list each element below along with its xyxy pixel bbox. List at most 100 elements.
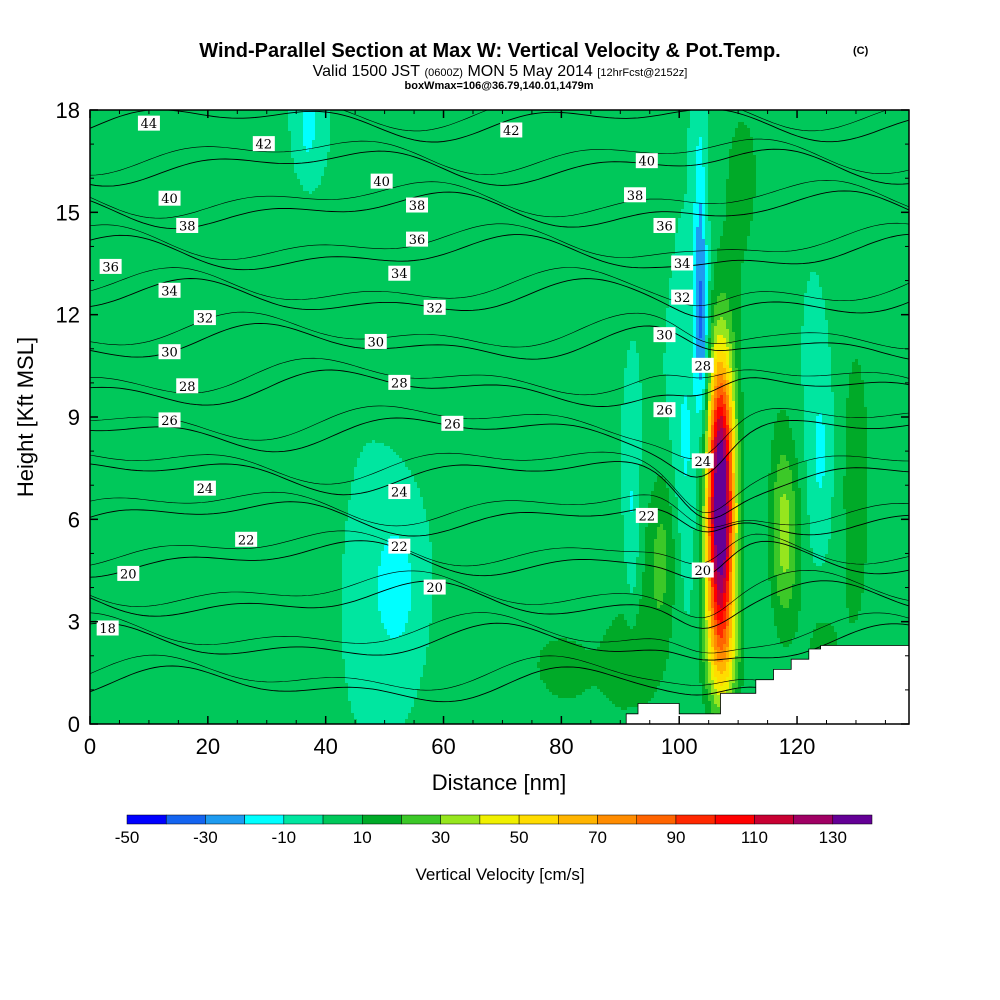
w-field-cell	[696, 230, 703, 234]
w-field-cell	[342, 641, 430, 645]
w-field-cell	[708, 521, 712, 525]
contour-label: 42	[256, 138, 273, 153]
w-field-cell	[657, 530, 667, 534]
w-field-cell	[684, 194, 697, 198]
w-field-cell	[861, 605, 909, 609]
w-field-cell	[342, 578, 379, 582]
w-field-cell	[717, 458, 727, 462]
w-field-cell	[738, 473, 742, 477]
w-field-cell	[789, 503, 796, 507]
w-field-cell	[90, 485, 352, 489]
w-field-cell	[801, 554, 814, 558]
w-field-cell	[711, 626, 715, 630]
w-field-cell	[708, 350, 712, 354]
w-field-cell	[723, 440, 727, 444]
w-field-cell	[708, 410, 712, 414]
w-field-cell	[729, 620, 733, 624]
w-field-cell	[90, 662, 346, 666]
w-field-cell	[717, 362, 724, 366]
w-field-cell	[861, 608, 909, 612]
w-field-cell	[693, 296, 697, 300]
w-field-cell	[705, 665, 709, 669]
w-field-cell	[699, 446, 703, 450]
w-field-cell	[744, 593, 772, 597]
theta-contour-32	[90, 369, 909, 407]
w-field-cell	[666, 398, 685, 402]
w-field-cell	[846, 461, 868, 465]
w-field-cell	[348, 515, 427, 519]
w-field-cell	[660, 605, 673, 609]
w-field-cell	[90, 626, 343, 630]
w-field-cell	[432, 590, 631, 594]
w-field-cell	[771, 461, 781, 465]
w-field-cell	[426, 518, 625, 522]
w-field-cell	[732, 323, 742, 327]
w-field-cell	[714, 275, 742, 279]
w-field-cell	[405, 548, 433, 552]
w-field-cell	[729, 506, 733, 510]
w-field-cell	[639, 353, 664, 357]
w-field-cell	[699, 665, 706, 669]
w-field-cell	[633, 626, 673, 630]
w-field-cell	[705, 512, 709, 516]
w-field-cell	[744, 503, 769, 507]
w-field-cell	[90, 686, 349, 690]
w-field-cell	[702, 323, 706, 327]
w-field-cell	[729, 644, 733, 648]
w-field-cell	[705, 494, 709, 498]
w-field-cell	[741, 302, 805, 306]
colorbar-swatch	[440, 814, 481, 825]
w-field-cell	[672, 530, 679, 534]
w-field-cell	[801, 356, 832, 360]
w-field-cell	[348, 698, 415, 702]
w-field-cell	[846, 530, 868, 534]
w-field-cell	[705, 593, 709, 597]
w-field-cell	[414, 701, 613, 705]
w-field-cell	[627, 362, 640, 366]
w-field-cell	[705, 662, 709, 666]
w-field-cell	[723, 434, 727, 438]
w-field-cell	[744, 122, 909, 126]
w-field-cell	[750, 233, 909, 237]
w-field-cell	[540, 653, 670, 657]
w-field-cell	[729, 401, 733, 405]
w-field-cell	[624, 374, 640, 378]
w-field-cell	[342, 638, 430, 642]
w-field-cell	[708, 434, 712, 438]
w-field-cell	[90, 482, 352, 486]
w-field-cell	[738, 509, 742, 513]
w-field-cell	[834, 419, 847, 423]
w-field-cell	[702, 653, 706, 657]
w-field-cell	[714, 686, 730, 690]
w-field-cell	[735, 497, 739, 501]
w-field-cell	[705, 197, 709, 201]
w-field-cell	[294, 164, 328, 168]
w-field-cell	[732, 362, 736, 366]
w-field-cell	[687, 137, 700, 141]
w-field-cell	[699, 332, 703, 336]
w-field-cell	[705, 476, 709, 480]
w-field-cell	[639, 488, 655, 492]
w-field-cell	[642, 440, 673, 444]
w-field-cell	[702, 428, 706, 432]
w-field-cell	[705, 521, 709, 525]
w-field-cell	[426, 515, 625, 519]
w-field-cell	[846, 581, 865, 585]
w-field-cell	[804, 434, 817, 438]
contour-label-bg	[423, 579, 446, 595]
w-field-cell	[639, 368, 664, 372]
w-field-cell	[795, 515, 802, 519]
contour-label-bg	[406, 197, 429, 213]
w-field-cell	[846, 587, 865, 591]
w-field-cell	[723, 632, 727, 636]
w-field-cell	[291, 155, 328, 159]
w-field-cell	[711, 323, 718, 327]
w-field-cell	[807, 497, 832, 501]
w-field-cell	[801, 599, 847, 603]
contour-label: 22	[238, 533, 255, 548]
w-field-cell	[642, 584, 655, 588]
w-field-cell	[789, 644, 811, 648]
valid-time-utc: (0600Z)	[424, 67, 463, 79]
w-field-cell	[741, 545, 745, 549]
w-field-cell	[849, 608, 862, 612]
